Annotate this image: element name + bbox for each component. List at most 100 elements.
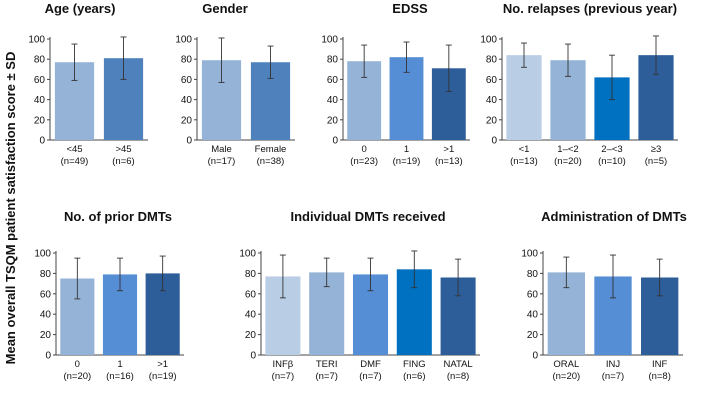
panel-title: Individual DMTs received [290, 209, 445, 224]
y-tick-label: 0 [491, 136, 497, 147]
y-tick-label: 40 [34, 95, 46, 106]
y-tick-label: 0 [186, 136, 192, 147]
panel-5: No. of prior DMTs0204060801000(n=20)1(n=… [34, 209, 184, 382]
category-label: DMF [360, 359, 381, 370]
chart-panels: Age (years)020406080100<45(n=49)>45(n=6)… [28, 1, 687, 382]
y-tick-label: 100 [521, 249, 538, 260]
y-tick-label: 40 [245, 310, 257, 321]
category-label: <45 [66, 144, 82, 155]
category-label: ≥3 [651, 144, 662, 155]
y-tick-label: 80 [40, 269, 52, 280]
category-label: 2–<3 [601, 144, 622, 155]
y-tick-label: 20 [486, 115, 498, 126]
y-tick-label: 20 [181, 115, 193, 126]
panel-title: Age (years) [45, 1, 116, 16]
panel-1: Age (years) 0 20 40 60 80 100 <45(n=49) >45(n=6) [28, 1, 148, 167]
category-n-label: (n=7) [602, 371, 624, 382]
category-label: INF [652, 359, 668, 370]
y-tick-label: 40 [40, 310, 52, 321]
y-tick-label: 60 [245, 289, 257, 300]
y-tick-label: 100 [480, 35, 497, 46]
y-tick-label: 40 [527, 310, 539, 321]
y-tick-label: 100 [34, 249, 51, 260]
y-tick-label: 60 [486, 75, 498, 86]
y-tick-label: 80 [245, 269, 257, 280]
y-tick-label: 0 [332, 136, 338, 147]
category-label: INFβ [273, 359, 294, 370]
category-label: <1 [519, 144, 530, 155]
category-n-label: (n=17) [208, 156, 236, 167]
category-n-label: (n=7) [272, 371, 294, 382]
bar [506, 55, 542, 140]
category-n-label: (n=19) [149, 371, 177, 382]
category-n-label: (n=5) [645, 156, 667, 167]
category-n-label: (n=13) [435, 156, 463, 167]
y-tick-label: 0 [250, 351, 256, 362]
category-label: TERI [316, 359, 338, 370]
y-tick-label: 100 [321, 35, 338, 46]
y-tick-label: 80 [181, 55, 193, 66]
panel-title: EDSS [392, 1, 428, 16]
category-label: 1 [404, 144, 409, 155]
y-tick-label: 20 [327, 115, 339, 126]
y-tick-label: 100 [28, 35, 45, 46]
category-label: >1 [443, 144, 454, 155]
panel-2: Gender 0 20 40 60 80 100 Male(n=17) Female(n=38) [175, 1, 295, 167]
category-label: FING [403, 359, 426, 370]
panel-title: Gender [202, 1, 248, 16]
panel-title: No. of prior DMTs [64, 209, 172, 224]
panel-title: Administration of DMTs [541, 209, 687, 224]
category-label: NATAL [443, 359, 472, 370]
y-axis-label: Mean overall TSQM patient satisfaction s… [3, 52, 18, 365]
y-tick-label: 20 [40, 330, 52, 341]
category-n-label: (n=10) [598, 156, 626, 167]
panel-7: Administration of DMTs020406080100ORAL(n… [521, 209, 687, 382]
y-tick-label: 80 [486, 55, 498, 66]
y-tick-label: 80 [34, 55, 46, 66]
category-n-label: (n=6) [403, 371, 425, 382]
category-n-label: (n=6) [112, 156, 134, 167]
category-n-label: (n=13) [510, 156, 538, 167]
category-n-label: (n=20) [552, 371, 580, 382]
y-tick-label: 40 [486, 95, 498, 106]
category-label: ORAL [553, 359, 579, 370]
category-label: INJ [606, 359, 621, 370]
category-label: >45 [115, 144, 131, 155]
panel-title: No. relapses (previous year) [503, 1, 677, 16]
y-tick-label: 0 [45, 351, 51, 362]
category-label: 1–<2 [557, 144, 578, 155]
panel-6: Individual DMTs received 0 20 40 60 80 100 INFβ… [239, 209, 480, 382]
category-n-label: (n=20) [554, 156, 582, 167]
y-tick-label: 0 [532, 351, 538, 362]
category-label: Male [211, 144, 232, 155]
y-tick-label: 60 [34, 75, 46, 86]
y-tick-label: 40 [181, 95, 193, 106]
y-tick-label: 60 [527, 289, 539, 300]
y-tick-label: 20 [34, 115, 46, 126]
panel-4: No. relapses (previous year) 0 20 40 60 80 100… [480, 1, 678, 167]
y-tick-label: 80 [327, 55, 339, 66]
y-tick-label: 40 [327, 95, 339, 106]
y-tick-label: 60 [40, 289, 52, 300]
category-label: >1 [157, 359, 168, 370]
y-tick-label: 100 [239, 249, 256, 260]
category-label: 0 [362, 144, 367, 155]
y-tick-label: 100 [175, 35, 192, 46]
category-n-label: (n=7) [315, 371, 337, 382]
category-n-label: (n=7) [359, 371, 381, 382]
y-tick-label: 60 [327, 75, 339, 86]
category-label: Female [255, 144, 287, 155]
category-n-label: (n=23) [350, 156, 378, 167]
category-label: 0 [75, 359, 80, 370]
y-tick-label: 20 [245, 330, 257, 341]
category-n-label: (n=8) [447, 371, 469, 382]
y-tick-label: 60 [181, 75, 193, 86]
category-n-label: (n=20) [63, 371, 91, 382]
category-n-label: (n=49) [61, 156, 89, 167]
category-n-label: (n=38) [257, 156, 285, 167]
category-n-label: (n=16) [106, 371, 134, 382]
category-n-label: (n=8) [648, 371, 670, 382]
y-tick-label: 80 [527, 269, 539, 280]
